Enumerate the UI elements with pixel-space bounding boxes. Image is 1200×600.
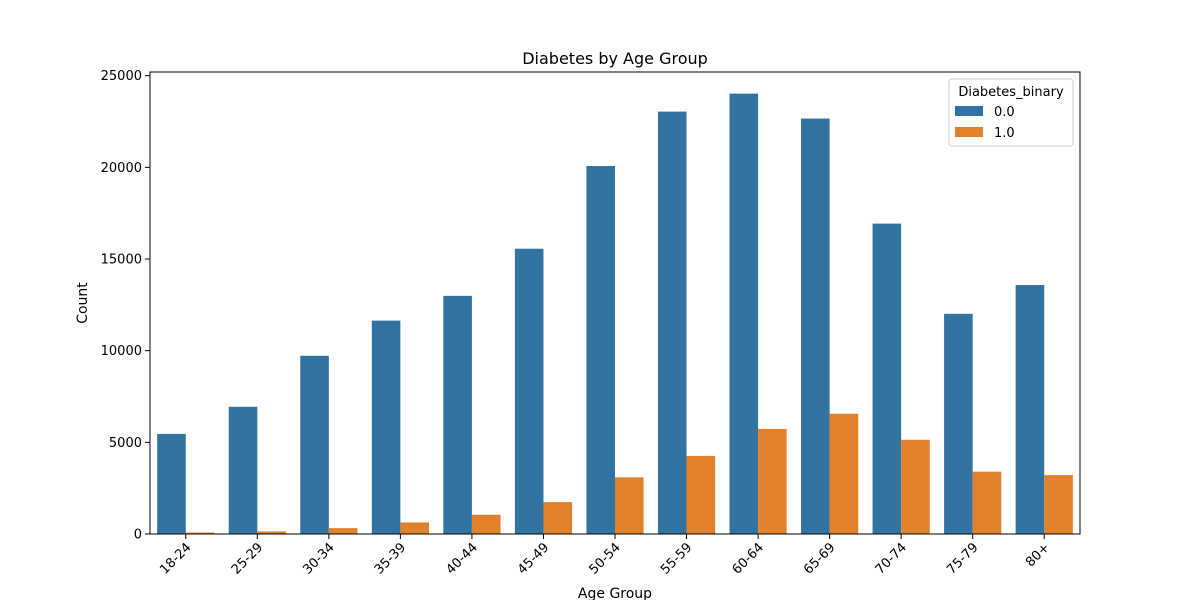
x-tick-label: 65-69: [801, 540, 838, 577]
y-tick-label: 15000: [101, 253, 142, 268]
bars-layer: [157, 93, 1073, 535]
legend-swatch-1: [955, 127, 983, 137]
x-tick-label: 70-74: [873, 540, 910, 577]
y-tick-label: 0: [134, 528, 142, 543]
legend-label-0: 0.0: [994, 105, 1015, 120]
y-tick-label: 25000: [101, 69, 142, 84]
x-tick-label: 50-54: [587, 540, 624, 577]
y-axis: 0 5000 10000 15000 20000 25000: [101, 69, 150, 543]
bar-55-59-series-1.0: [686, 455, 716, 534]
bar-30-34-series-1.0: [328, 528, 358, 534]
bar-40-44-series-0.0: [443, 295, 472, 534]
bar-75-79-series-1.0: [972, 471, 1002, 534]
bar-18-24-series-1.0: [185, 532, 215, 534]
legend-title: Diabetes_binary: [958, 85, 1064, 100]
bar-55-59-series-0.0: [657, 111, 687, 534]
bar-35-39-series-1.0: [400, 522, 429, 534]
x-tick-label: 80+: [1023, 540, 1053, 570]
y-tick-label: 20000: [101, 161, 142, 176]
x-tick-label: 60-64: [730, 540, 767, 577]
legend-label-1: 1.0: [994, 126, 1015, 141]
x-tick-label: 25-29: [229, 540, 266, 577]
bar-75-79-series-0.0: [944, 313, 973, 534]
y-tick-label: 10000: [101, 344, 142, 359]
x-tick-label: 30-34: [300, 540, 337, 577]
x-axis: 18-24 25-29 30-34 35-39 40-44 45-49 50-54 55-59…: [157, 534, 1053, 578]
bar-50-54-series-1.0: [615, 477, 644, 534]
bar-70-74-series-0.0: [872, 223, 902, 534]
chart-title: Diabetes by Age Group: [522, 49, 708, 68]
x-tick-label: 18-24: [157, 540, 194, 577]
bar-80+-series-1.0: [1044, 475, 1073, 534]
bar-45-49-series-0.0: [514, 248, 544, 535]
x-tick-label: 40-44: [443, 540, 480, 577]
bar-25-29-series-1.0: [257, 531, 286, 534]
x-tick-label: 75-79: [944, 540, 981, 577]
bar-40-44-series-1.0: [471, 514, 501, 534]
x-tick-label: 55-59: [658, 540, 695, 577]
bar-65-69-series-0.0: [801, 118, 830, 534]
bar-80+-series-0.0: [1015, 285, 1045, 534]
bar-45-49-series-1.0: [543, 502, 573, 534]
bar-60-64-series-0.0: [729, 93, 759, 534]
x-tick-label: 35-39: [372, 540, 409, 577]
x-tick-label: 45-49: [515, 540, 552, 577]
legend-swatch-0: [955, 106, 983, 116]
bar-35-39-series-0.0: [371, 320, 401, 534]
bar-65-69-series-1.0: [829, 413, 859, 534]
y-tick-label: 5000: [109, 436, 142, 451]
bar-25-29-series-0.0: [228, 406, 258, 534]
y-axis-label: Count: [75, 282, 91, 324]
x-axis-label: Age Group: [578, 586, 652, 600]
bar-18-24-series-0.0: [157, 433, 186, 534]
bar-70-74-series-1.0: [901, 439, 930, 534]
bar-30-34-series-0.0: [300, 355, 329, 534]
plot-frame: [149, 71, 1081, 535]
bar-50-54-series-0.0: [586, 166, 615, 535]
legend: Diabetes_binary 0.0 1.0: [948, 78, 1074, 147]
bar-60-64-series-1.0: [758, 428, 787, 534]
